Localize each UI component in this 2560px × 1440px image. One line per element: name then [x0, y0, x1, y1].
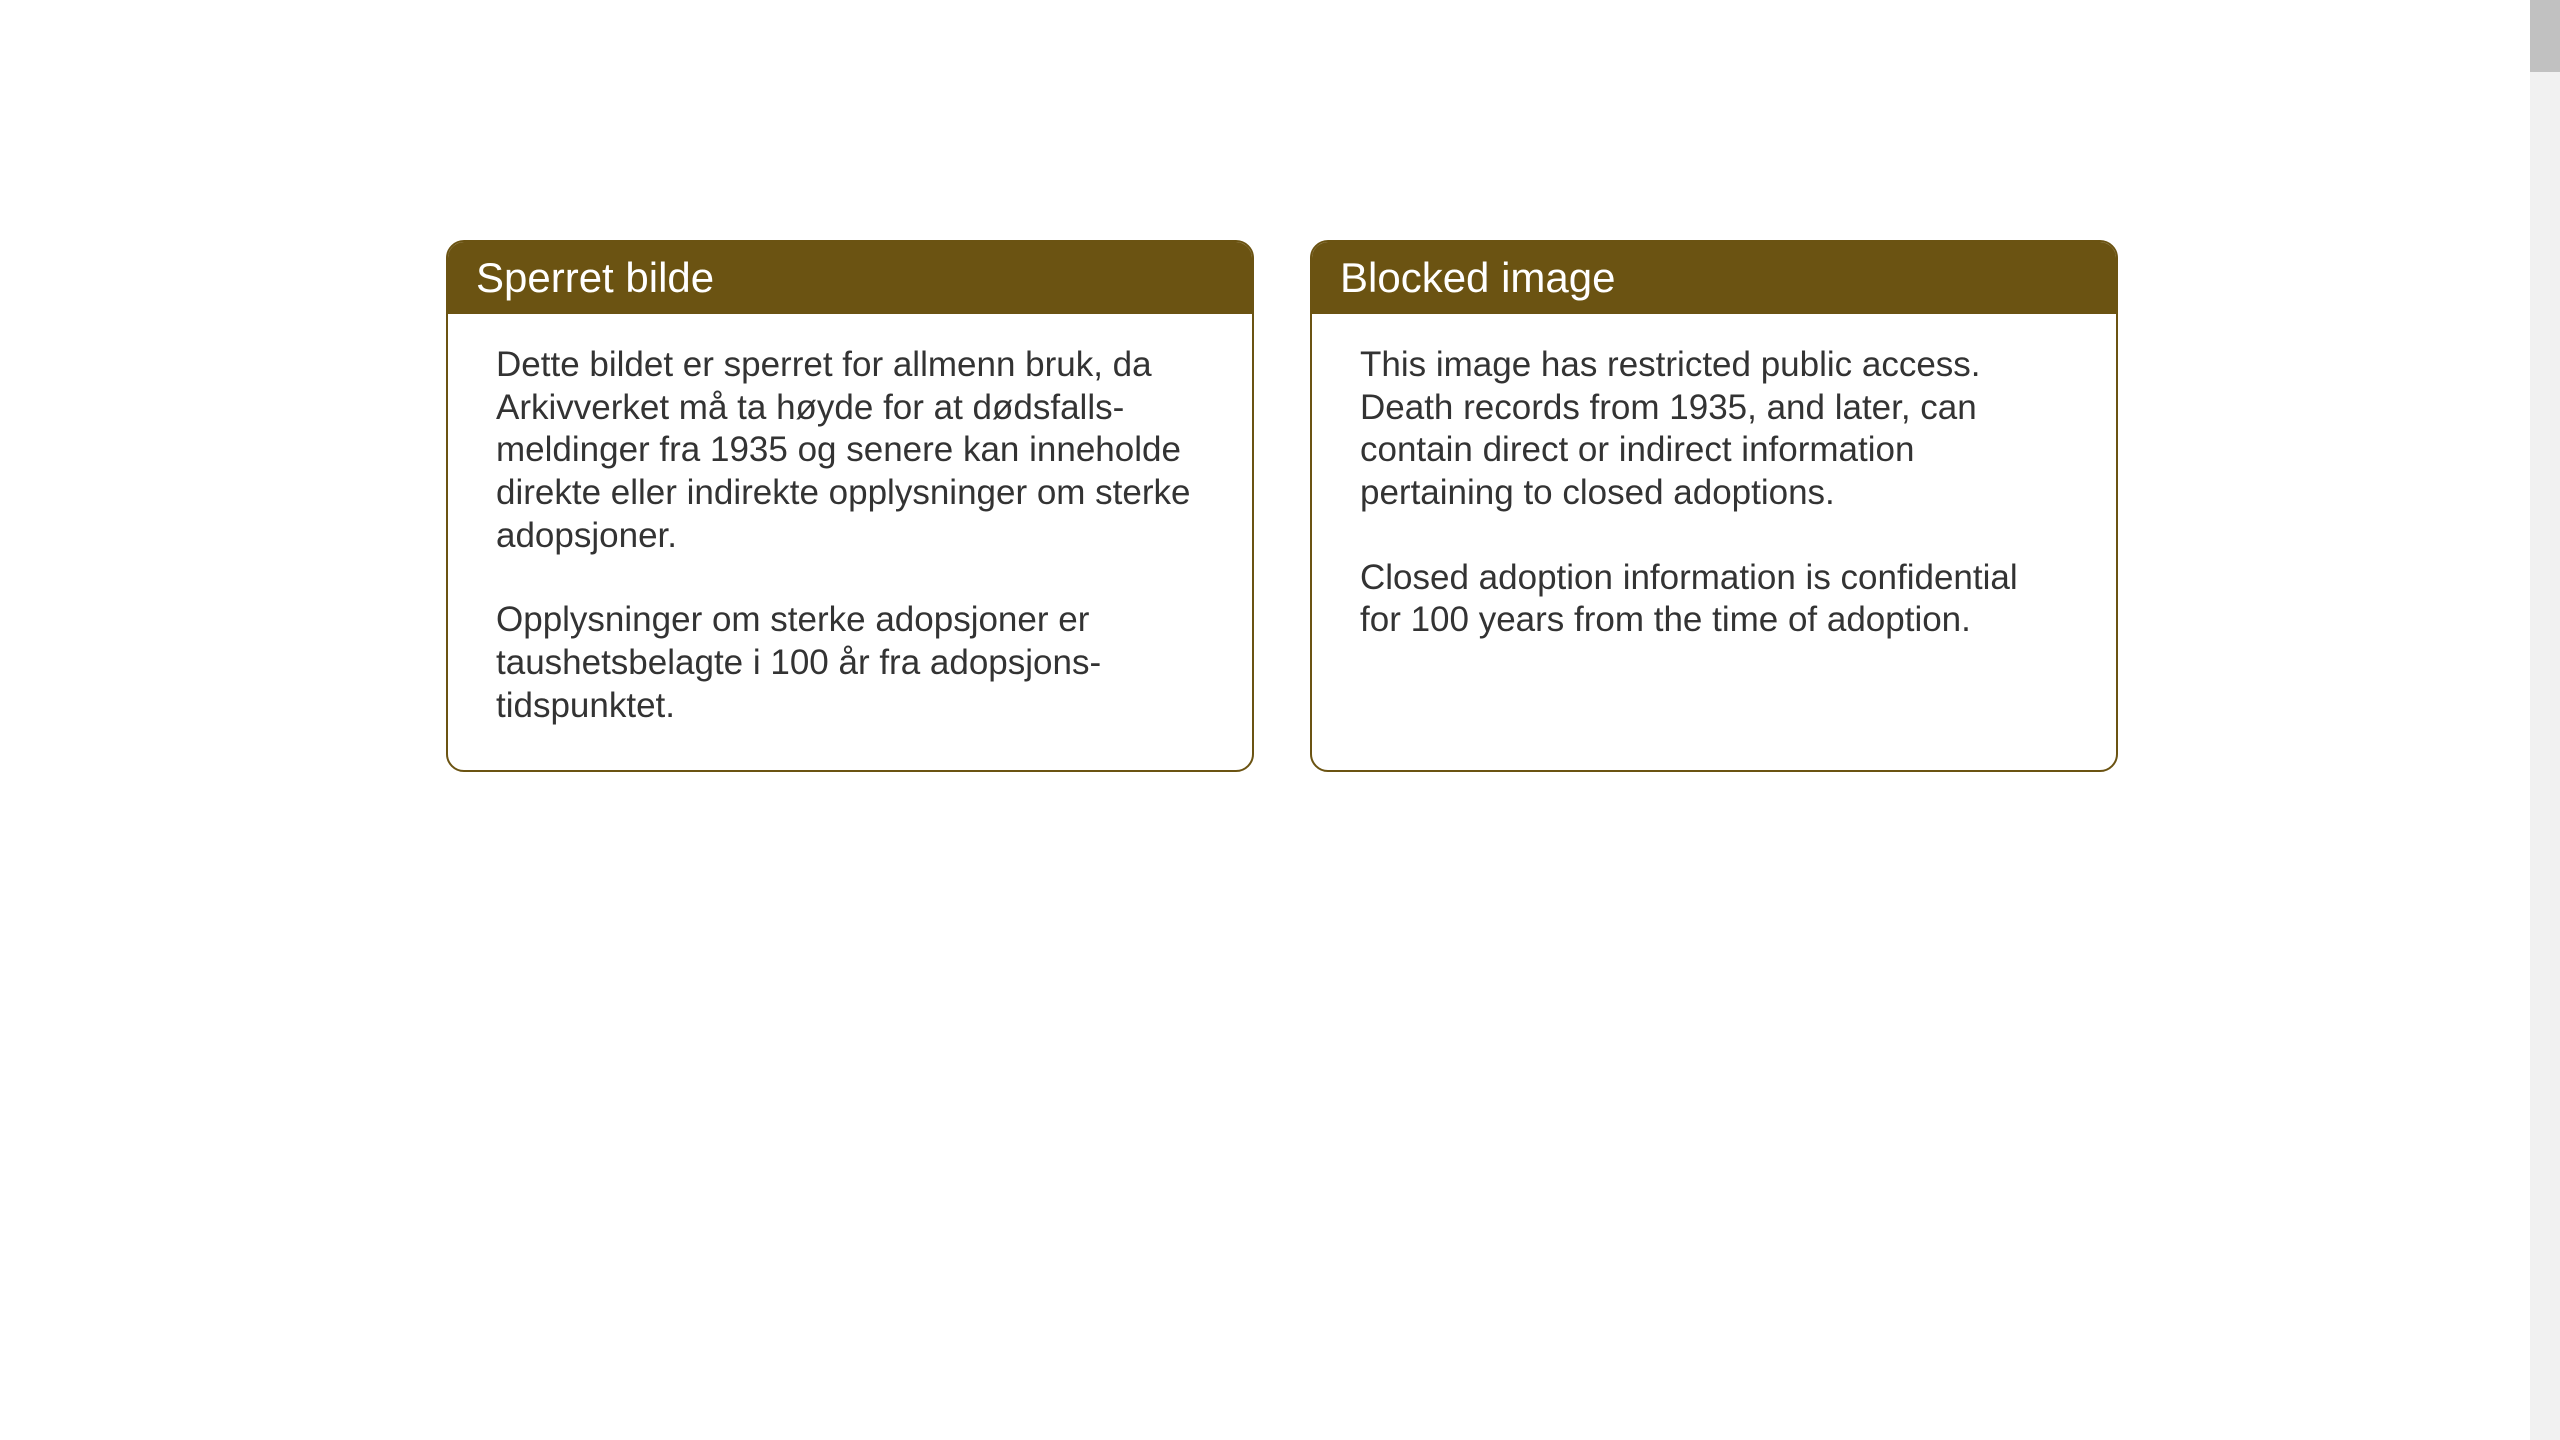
- vertical-scrollbar-thumb[interactable]: [2530, 0, 2560, 72]
- card-header-norwegian: Sperret bilde: [448, 242, 1252, 314]
- notice-card-english: Blocked image This image has restricted …: [1310, 240, 2118, 772]
- notice-paragraph-1-no: Dette bildet er sperret for allmenn bruk…: [496, 344, 1204, 557]
- notice-card-norwegian: Sperret bilde Dette bildet er sperret fo…: [446, 240, 1254, 772]
- notice-paragraph-2-no: Opplysninger om sterke adopsjoner er tau…: [496, 599, 1204, 727]
- card-body-english: This image has restricted public access.…: [1312, 314, 2116, 762]
- notice-cards-container: Sperret bilde Dette bildet er sperret fo…: [446, 240, 2118, 772]
- card-body-norwegian: Dette bildet er sperret for allmenn bruk…: [448, 314, 1252, 770]
- vertical-scrollbar-track[interactable]: [2530, 0, 2560, 1440]
- card-header-english: Blocked image: [1312, 242, 2116, 314]
- notice-paragraph-1-en: This image has restricted public access.…: [1360, 344, 2068, 515]
- notice-paragraph-2-en: Closed adoption information is confident…: [1360, 557, 2068, 642]
